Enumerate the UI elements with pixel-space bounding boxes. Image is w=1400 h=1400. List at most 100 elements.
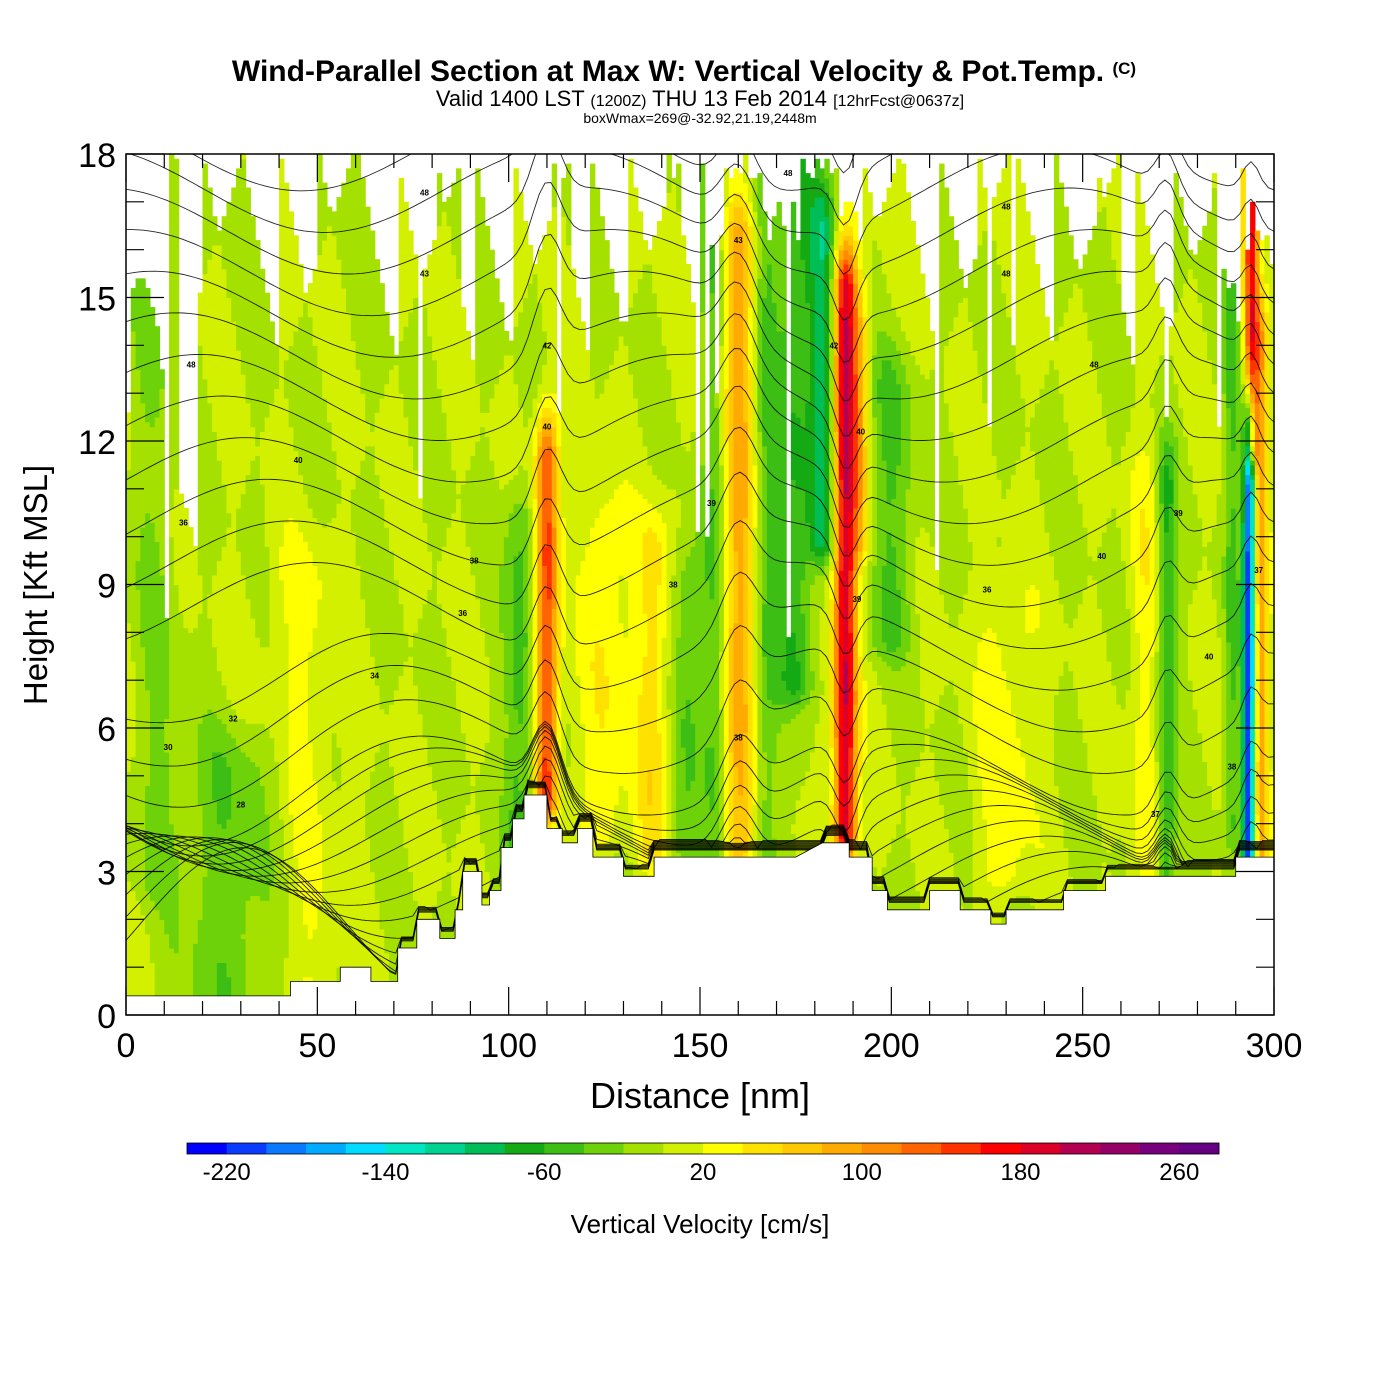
w-cell xyxy=(1250,450,1256,461)
w-cell xyxy=(537,445,543,772)
w-cell xyxy=(848,244,854,256)
contour-label: 40 xyxy=(542,423,551,432)
w-cell xyxy=(302,493,309,543)
w-cell xyxy=(384,383,390,528)
w-cell xyxy=(1226,641,1232,849)
w-cell xyxy=(1044,374,1050,533)
w-cell xyxy=(374,412,381,476)
w-cell xyxy=(288,211,295,346)
w-cell xyxy=(853,570,859,691)
w-cell xyxy=(479,627,486,763)
w-cell xyxy=(929,751,935,968)
w-cell xyxy=(1259,311,1266,332)
w-cell xyxy=(704,579,711,748)
w-cell xyxy=(896,785,902,825)
w-cell xyxy=(1168,503,1175,830)
w-cell xyxy=(857,775,864,849)
contour-label: 39 xyxy=(852,595,861,604)
w-cell xyxy=(542,417,548,428)
x-axis-label: Distance [nm] xyxy=(590,1075,810,1116)
w-cell xyxy=(542,546,548,566)
w-cell xyxy=(546,426,553,437)
w-cell xyxy=(403,326,409,418)
w-cell xyxy=(1111,842,1117,901)
w-cell xyxy=(145,287,151,423)
w-cell xyxy=(149,900,156,963)
w-cell xyxy=(212,713,218,753)
w-cell xyxy=(1159,464,1165,504)
w-cell xyxy=(848,632,854,748)
w-cell xyxy=(810,670,816,691)
w-cell xyxy=(537,431,543,447)
w-cell xyxy=(929,723,935,753)
w-cell xyxy=(872,417,878,566)
w-cell xyxy=(1111,684,1117,844)
w-cell xyxy=(1034,589,1041,629)
w-cell xyxy=(475,775,481,815)
w-cell xyxy=(212,646,218,715)
w-cell xyxy=(1197,240,1203,303)
w-cell xyxy=(169,823,175,949)
w-cell xyxy=(1207,541,1213,571)
w-cell xyxy=(259,785,266,901)
w-cell xyxy=(709,747,715,810)
w-cell xyxy=(451,182,457,256)
w-cell xyxy=(479,197,486,413)
w-cell xyxy=(771,704,778,763)
w-cell xyxy=(719,651,725,710)
w-cell xyxy=(795,713,802,801)
w-cell xyxy=(360,460,366,600)
w-cell xyxy=(145,890,151,935)
w-cell xyxy=(1240,464,1246,523)
w-cell xyxy=(283,871,290,959)
w-cell xyxy=(216,670,223,720)
w-cell xyxy=(661,637,668,720)
w-cell xyxy=(484,225,491,413)
w-cell xyxy=(580,560,586,724)
w-cell xyxy=(953,316,959,456)
w-cell xyxy=(518,407,524,466)
w-cell xyxy=(1211,527,1218,600)
w-cell xyxy=(1030,584,1036,633)
w-cell xyxy=(135,369,141,562)
w-cell xyxy=(1149,656,1156,748)
w-cell xyxy=(872,240,878,356)
w-cell xyxy=(876,885,883,892)
w-cell xyxy=(613,488,620,806)
w-cell xyxy=(805,704,811,772)
w-cell xyxy=(676,421,682,499)
w-cell xyxy=(881,273,888,332)
y-tick-label: 18 xyxy=(78,137,116,175)
w-cell xyxy=(996,546,1002,648)
w-cell xyxy=(1025,632,1031,782)
w-cell xyxy=(460,307,467,485)
w-cell xyxy=(1111,168,1117,260)
w-cell xyxy=(680,718,687,748)
w-cell xyxy=(1202,546,1208,557)
w-cell xyxy=(1025,780,1031,844)
w-cell xyxy=(413,900,419,968)
w-cell xyxy=(819,220,825,260)
colorbar-swatch xyxy=(1099,1143,1140,1154)
w-cell xyxy=(513,474,519,504)
w-cell xyxy=(905,383,912,490)
w-cell xyxy=(623,637,629,791)
w-cell xyxy=(623,579,629,638)
w-cell xyxy=(374,474,381,686)
w-cell xyxy=(1140,450,1146,509)
w-cell xyxy=(1154,369,1160,523)
w-cell xyxy=(441,842,448,877)
w-cell xyxy=(843,240,849,251)
w-cell xyxy=(953,627,959,696)
w-cell xyxy=(881,704,888,868)
w-cell xyxy=(1269,771,1274,858)
w-cell xyxy=(226,512,232,528)
w-cell xyxy=(1254,230,1261,279)
w-cell xyxy=(551,426,558,447)
w-cell xyxy=(1144,527,1151,586)
w-cell xyxy=(293,522,299,858)
colorbar-swatch xyxy=(663,1143,704,1154)
w-cell xyxy=(503,330,510,356)
w-cell xyxy=(685,555,692,700)
w-cell xyxy=(604,240,610,380)
